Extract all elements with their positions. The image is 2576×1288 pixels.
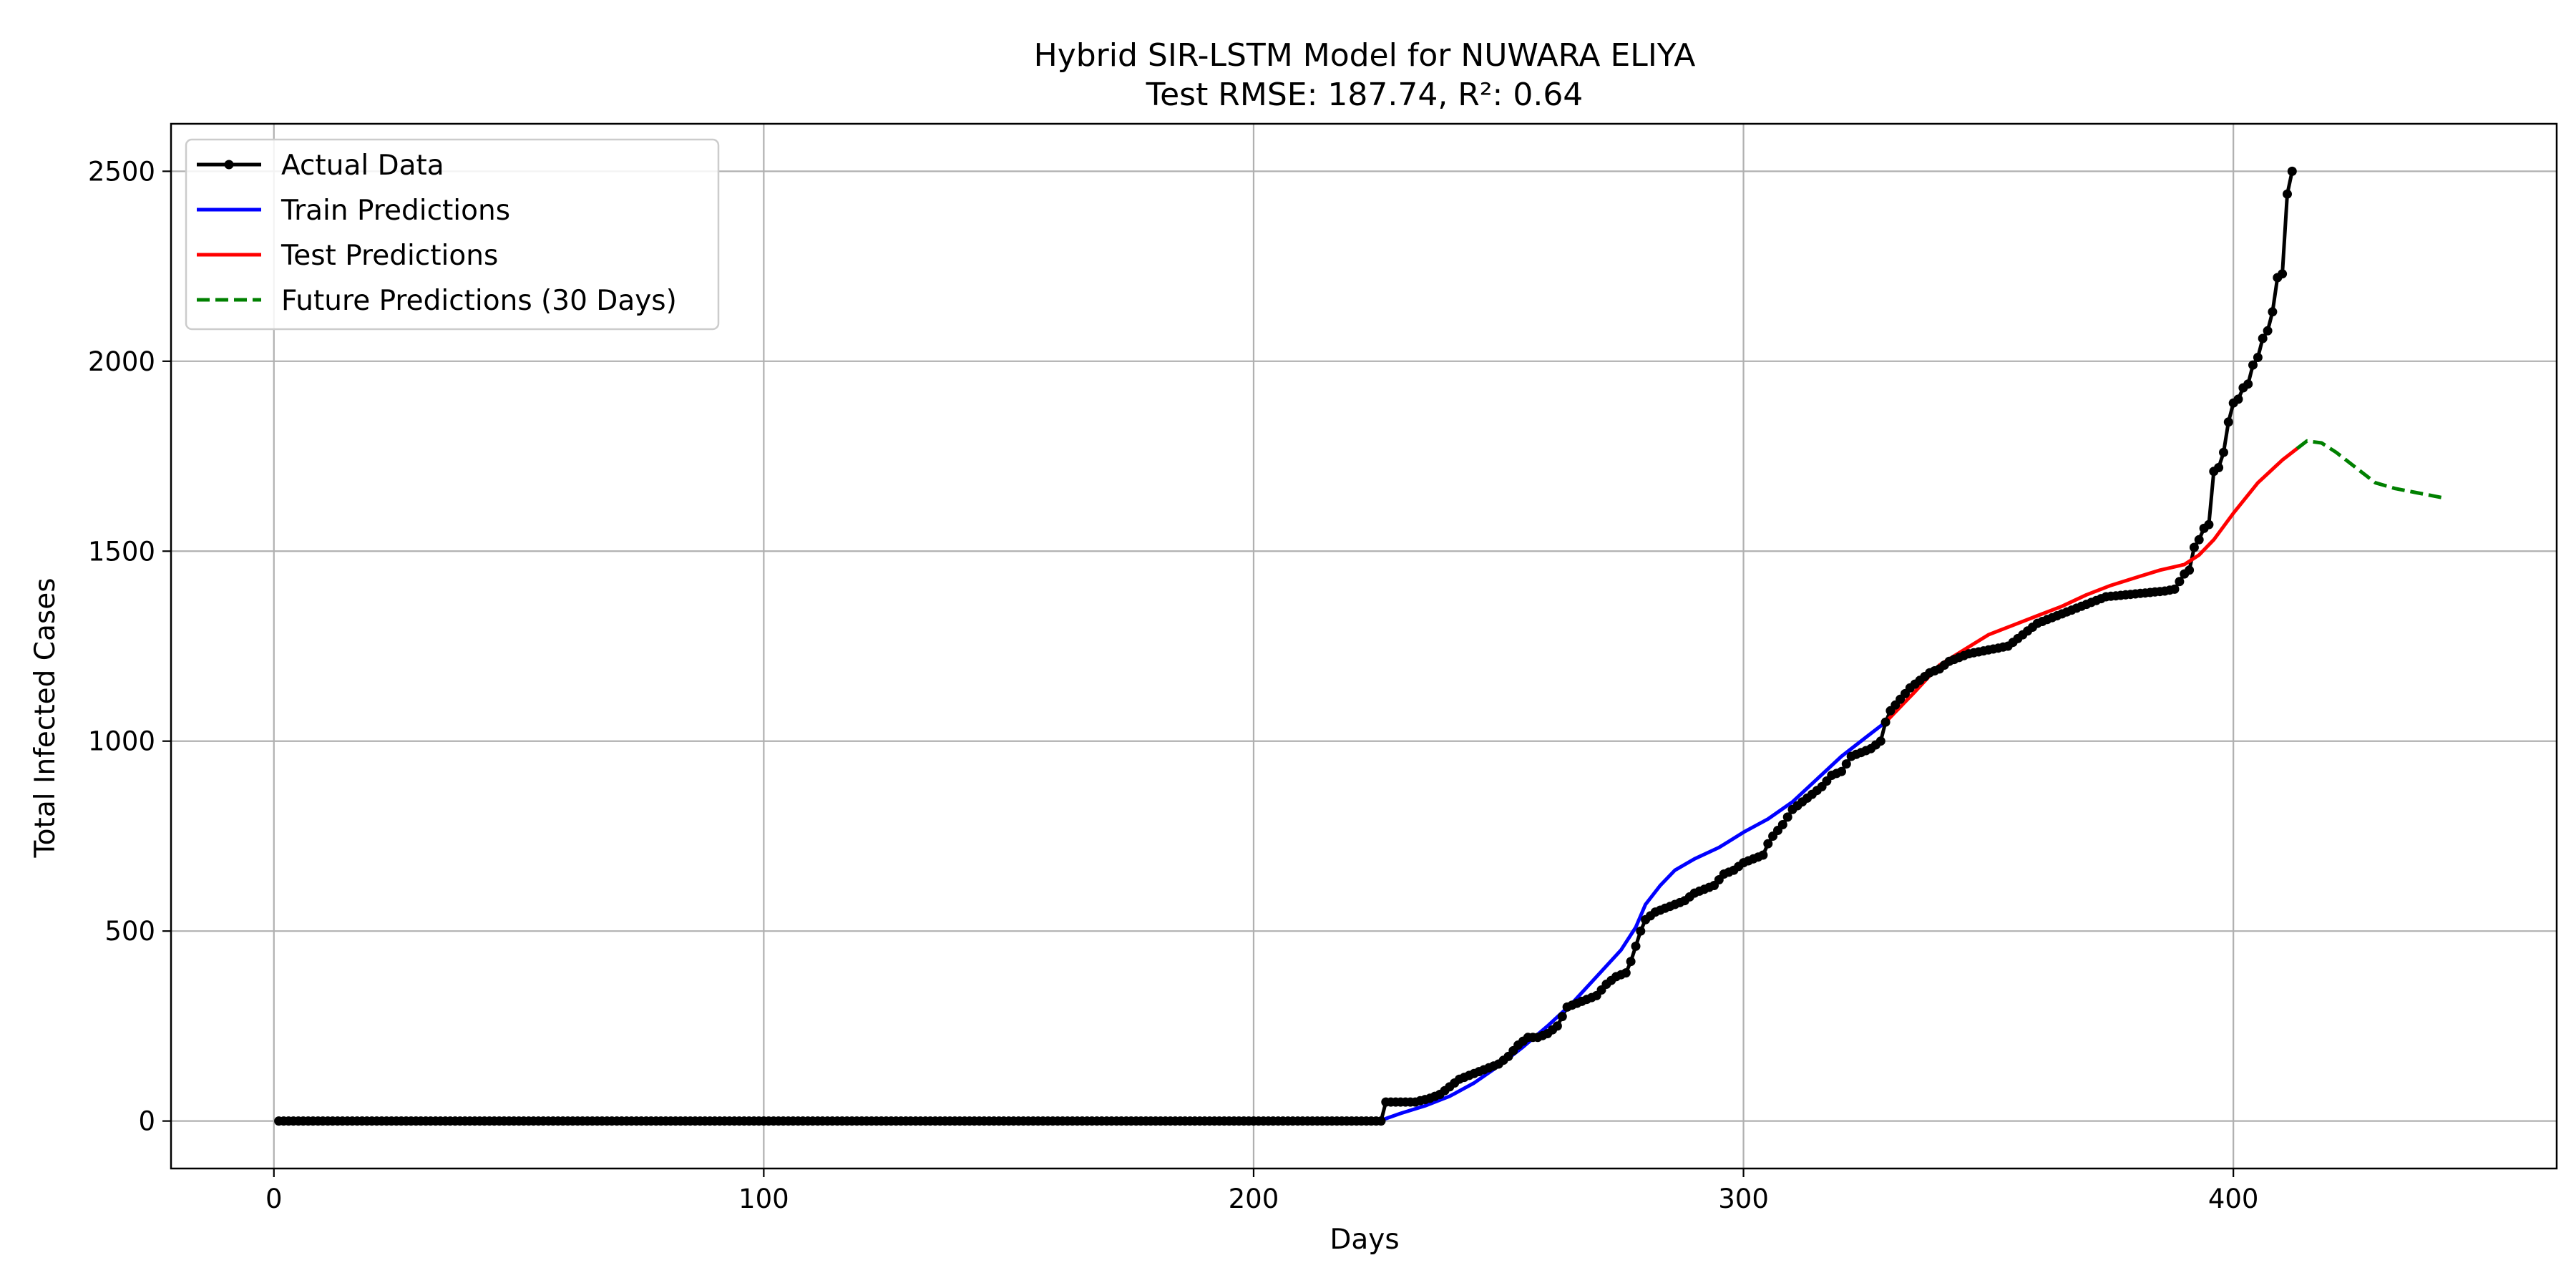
data-point <box>2214 463 2224 472</box>
data-point <box>1376 1116 1386 1126</box>
data-point <box>1758 850 1768 860</box>
y-tick-label: 1000 <box>88 726 155 757</box>
legend-marker-actual-data <box>224 160 234 170</box>
x-tick-label: 200 <box>1229 1184 1279 1214</box>
data-point <box>1880 717 1890 727</box>
data-point <box>1875 736 1885 746</box>
data-point <box>2248 360 2258 370</box>
data-point <box>1777 820 1787 829</box>
data-point <box>2170 584 2180 594</box>
legend-label-test-predictions: Test Predictions <box>280 240 498 272</box>
data-point <box>1782 812 1792 822</box>
data-point <box>1552 1021 1562 1031</box>
x-tick-label: 300 <box>1718 1184 1769 1214</box>
legend-label-train-predictions: Train Predictions <box>280 195 510 227</box>
series-line-train-predictions <box>346 720 1888 1123</box>
data-point <box>2253 353 2263 362</box>
series-line-future-predictions-30-days <box>2296 439 2444 500</box>
x-tick-label: 0 <box>265 1184 283 1214</box>
data-point <box>2175 577 2185 587</box>
y-tick-label: 1500 <box>88 536 155 567</box>
y-tick-label: 2500 <box>88 156 155 187</box>
data-point <box>1841 759 1851 769</box>
data-point <box>1763 839 1773 849</box>
legend-box <box>185 138 720 331</box>
x-axis-ticks: 0 100 200 300 400 <box>265 1169 2258 1214</box>
data-point <box>2287 166 2297 176</box>
data-point <box>2263 326 2273 336</box>
data-point <box>1837 766 1846 776</box>
data-point <box>1631 941 1641 951</box>
data-point <box>2258 333 2268 343</box>
data-point <box>2204 519 2214 530</box>
chart-title: Hybrid SIR-LSTM Model for NUWARA ELIYA <box>1034 37 1696 74</box>
legend-label-actual-data: Actual Data <box>281 150 444 182</box>
data-point <box>2219 447 2228 457</box>
plot-frame <box>170 122 2558 1170</box>
data-point <box>2189 542 2199 552</box>
y-tick-label: 0 <box>138 1106 155 1137</box>
data-point <box>2233 394 2243 404</box>
data-point <box>2268 307 2278 317</box>
y-tick-label: 500 <box>104 916 155 947</box>
legend-label-future-predictions: Future Predictions (30 Days) <box>281 285 677 317</box>
y-tick-label: 2000 <box>88 346 155 377</box>
data-point <box>2283 189 2292 199</box>
x-axis-label: Days <box>1330 1224 1399 1256</box>
data-point <box>2185 565 2195 575</box>
data-point <box>2194 535 2204 545</box>
data-point <box>2223 417 2233 427</box>
data-point <box>2243 379 2253 389</box>
x-tick-label: 400 <box>2208 1184 2259 1214</box>
data-point <box>1621 968 1631 978</box>
y-axis-ticks: 0 500 1000 1500 2000 2500 <box>88 156 171 1137</box>
data-point <box>2278 269 2288 279</box>
data-point <box>1626 957 1636 967</box>
y-axis-label: Total Infected Cases <box>29 577 62 858</box>
series-line-test-predictions <box>1883 447 2299 724</box>
chart-subtitle: Test RMSE: 187.74, R²: 0.64 <box>1146 77 1584 113</box>
x-tick-label: 100 <box>738 1184 789 1214</box>
legend: Actual Data Train Predictions Test Predi… <box>185 138 720 331</box>
data-point <box>1557 1012 1567 1022</box>
data-point <box>1636 926 1646 936</box>
series-layer <box>274 166 2444 1126</box>
